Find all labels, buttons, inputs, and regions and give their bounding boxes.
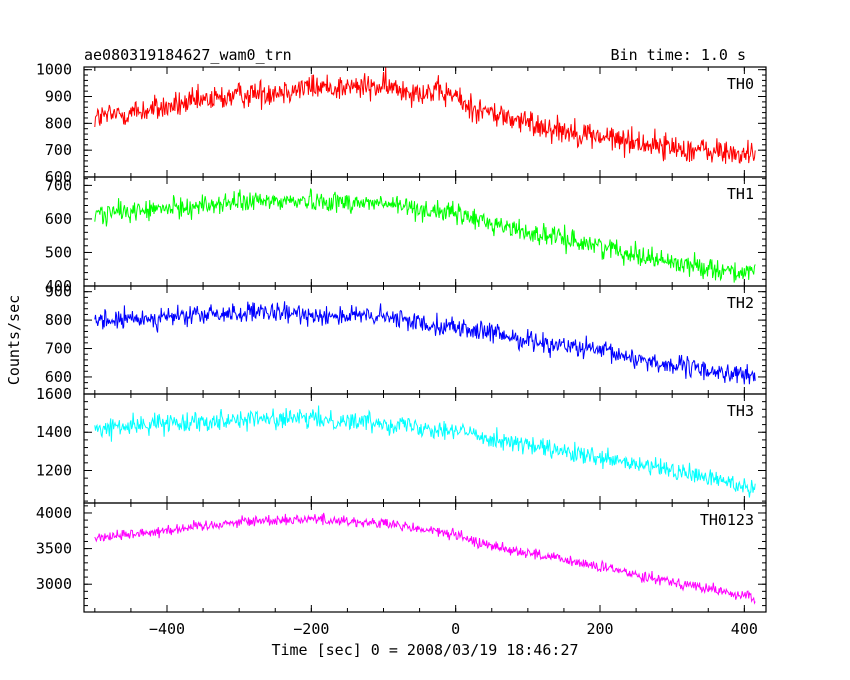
panel-frame [83,176,767,287]
series-line-th0123 [94,512,756,605]
panel-label-th3: TH3 [727,402,754,420]
panel-frame [83,502,767,613]
y-tick-label: 3500 [36,540,72,558]
y-tick-label: 4000 [36,504,72,522]
panel-label-th0: TH0 [727,75,754,93]
x-tick-label: 200 [586,620,613,638]
y-tick-label: 700 [45,340,72,358]
x-axis-label: Time [sec] 0 = 2008/03/19 18:46:27 [271,641,578,659]
bin-time-label: Bin time: 1.0 s [611,46,746,64]
panel-frame [83,285,767,395]
y-axis-label: Counts/sec [5,295,23,385]
y-tick-label: 1200 [36,461,72,479]
x-tick-label: −400 [149,620,185,638]
panel-label-th1: TH1 [727,185,754,203]
y-tick-label: 1400 [36,423,72,441]
chart-title: ae080319184627_wam0_trn [84,46,292,64]
y-tick-label: 600 [45,168,72,186]
y-tick-label: 400 [45,277,72,295]
panel-th3: 1200 1400 1600 TH3 [36,385,767,504]
y-tick-label: 600 [45,210,72,228]
y-tick-label: 900 [45,88,72,106]
series-line-th0 [94,67,756,164]
panel-th0123: 3000 3500 4000 TH0123 [36,502,767,613]
x-tick-label: 0 [451,620,460,638]
y-tick-label: 500 [45,243,72,261]
series-line-th3 [94,405,756,498]
y-tick-label: 600 [45,368,72,386]
panel-th2: 600 700 800 900 TH2 [45,283,767,395]
panel-th0: 600 700 800 900 1000 TH0 [36,61,767,186]
panel-label-th0123: TH0123 [700,511,754,529]
panel-label-th2: TH2 [727,294,754,312]
y-tick-label: 800 [45,114,72,132]
y-tick-label: 900 [45,283,72,301]
y-tick-label: 700 [45,176,72,194]
y-tick-label: 3000 [36,575,72,593]
y-tick-label: 700 [45,141,72,159]
y-tick-label: 1600 [36,385,72,403]
panel-frame [83,393,767,504]
series-line-th1 [94,188,756,283]
x-tick-label: 400 [731,620,758,638]
series-line-th2 [94,301,756,385]
y-tick-label: 1000 [36,61,72,79]
x-tick-label: −200 [293,620,329,638]
y-tick-label: 800 [45,311,72,329]
panel-th1: 400 500 600 700 TH1 [45,176,767,295]
